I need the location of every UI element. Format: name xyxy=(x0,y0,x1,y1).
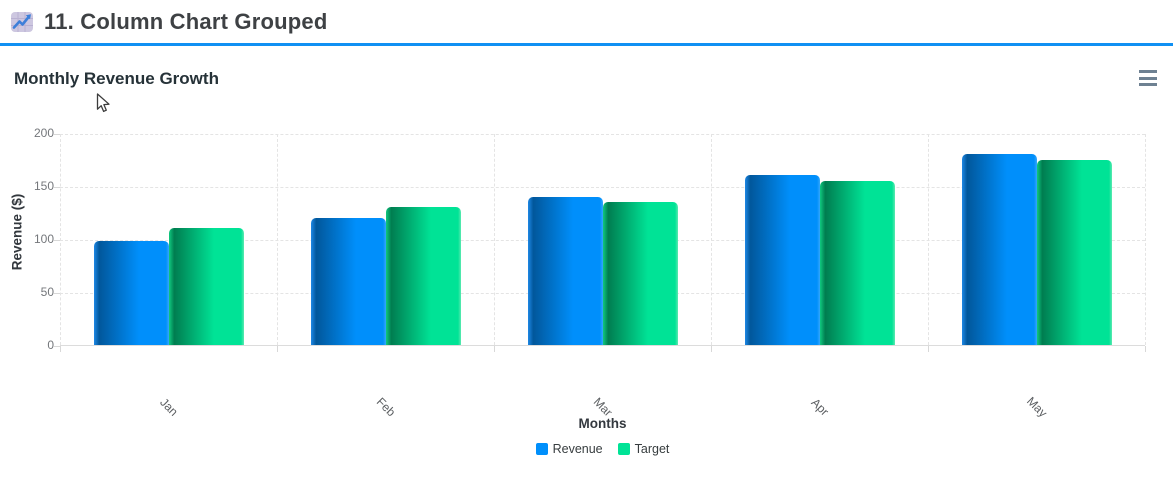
legend-item-target[interactable]: Target xyxy=(617,442,670,456)
bar-revenue-mar[interactable] xyxy=(527,196,603,345)
gridline-vertical xyxy=(277,134,278,345)
bar-target-apr[interactable] xyxy=(819,180,895,345)
gridline-horizontal xyxy=(60,134,1145,135)
y-axis-tick xyxy=(54,240,60,241)
page-header: 11. Column Chart Grouped xyxy=(0,0,1173,46)
gridline-horizontal xyxy=(60,187,1145,188)
x-axis-title: Months xyxy=(578,416,627,431)
y-axis-tick-label: 50 xyxy=(40,285,54,299)
bar-target-may[interactable] xyxy=(1036,159,1112,345)
bar-revenue-jan[interactable] xyxy=(93,241,169,345)
legend-marker-target xyxy=(617,443,630,455)
x-axis-tick xyxy=(711,346,712,352)
legend-label: Target xyxy=(634,442,670,456)
y-axis-tick-label: 200 xyxy=(33,126,54,140)
chart-increasing-icon xyxy=(11,12,33,32)
hamburger-menu-icon[interactable] xyxy=(1139,70,1157,86)
gridline-vertical xyxy=(711,134,712,345)
gridline-vertical xyxy=(928,134,929,345)
legend-marker-revenue xyxy=(535,443,548,455)
x-axis-tick xyxy=(277,346,278,352)
x-axis-tick xyxy=(1145,346,1146,352)
y-axis-tick xyxy=(54,293,60,294)
bar-target-mar[interactable] xyxy=(602,201,678,345)
legend-label: Revenue xyxy=(552,442,603,456)
bar-target-jan[interactable] xyxy=(168,228,244,345)
legend-item-revenue[interactable]: Revenue xyxy=(535,442,603,456)
gridline-vertical xyxy=(60,134,61,345)
y-axis-tick-label: 150 xyxy=(33,179,54,193)
y-axis-tick xyxy=(54,187,60,188)
page-title: 11. Column Chart Grouped xyxy=(44,9,328,34)
x-axis-tick xyxy=(60,346,61,352)
chart-card: Monthly Revenue Growth Revenue ($) Month… xyxy=(0,46,1173,486)
chart-title: Monthly Revenue Growth xyxy=(14,69,219,88)
y-axis-tick xyxy=(54,134,60,135)
x-axis-tick xyxy=(494,346,495,352)
x-axis-tick xyxy=(928,346,929,352)
y-axis-tick xyxy=(54,346,60,347)
bar-revenue-apr[interactable] xyxy=(744,175,820,345)
mouse-cursor-icon xyxy=(96,93,110,113)
gridline-vertical xyxy=(494,134,495,345)
y-axis-tick-label: 0 xyxy=(47,338,54,352)
gridline-vertical xyxy=(1145,134,1146,345)
chart-legend: Revenue Target xyxy=(60,442,1145,456)
bar-target-feb[interactable] xyxy=(385,207,461,345)
plot-area xyxy=(54,134,1146,352)
y-axis-tick-label: 100 xyxy=(33,232,54,246)
bar-revenue-may[interactable] xyxy=(961,154,1037,345)
bar-revenue-feb[interactable] xyxy=(310,217,386,345)
